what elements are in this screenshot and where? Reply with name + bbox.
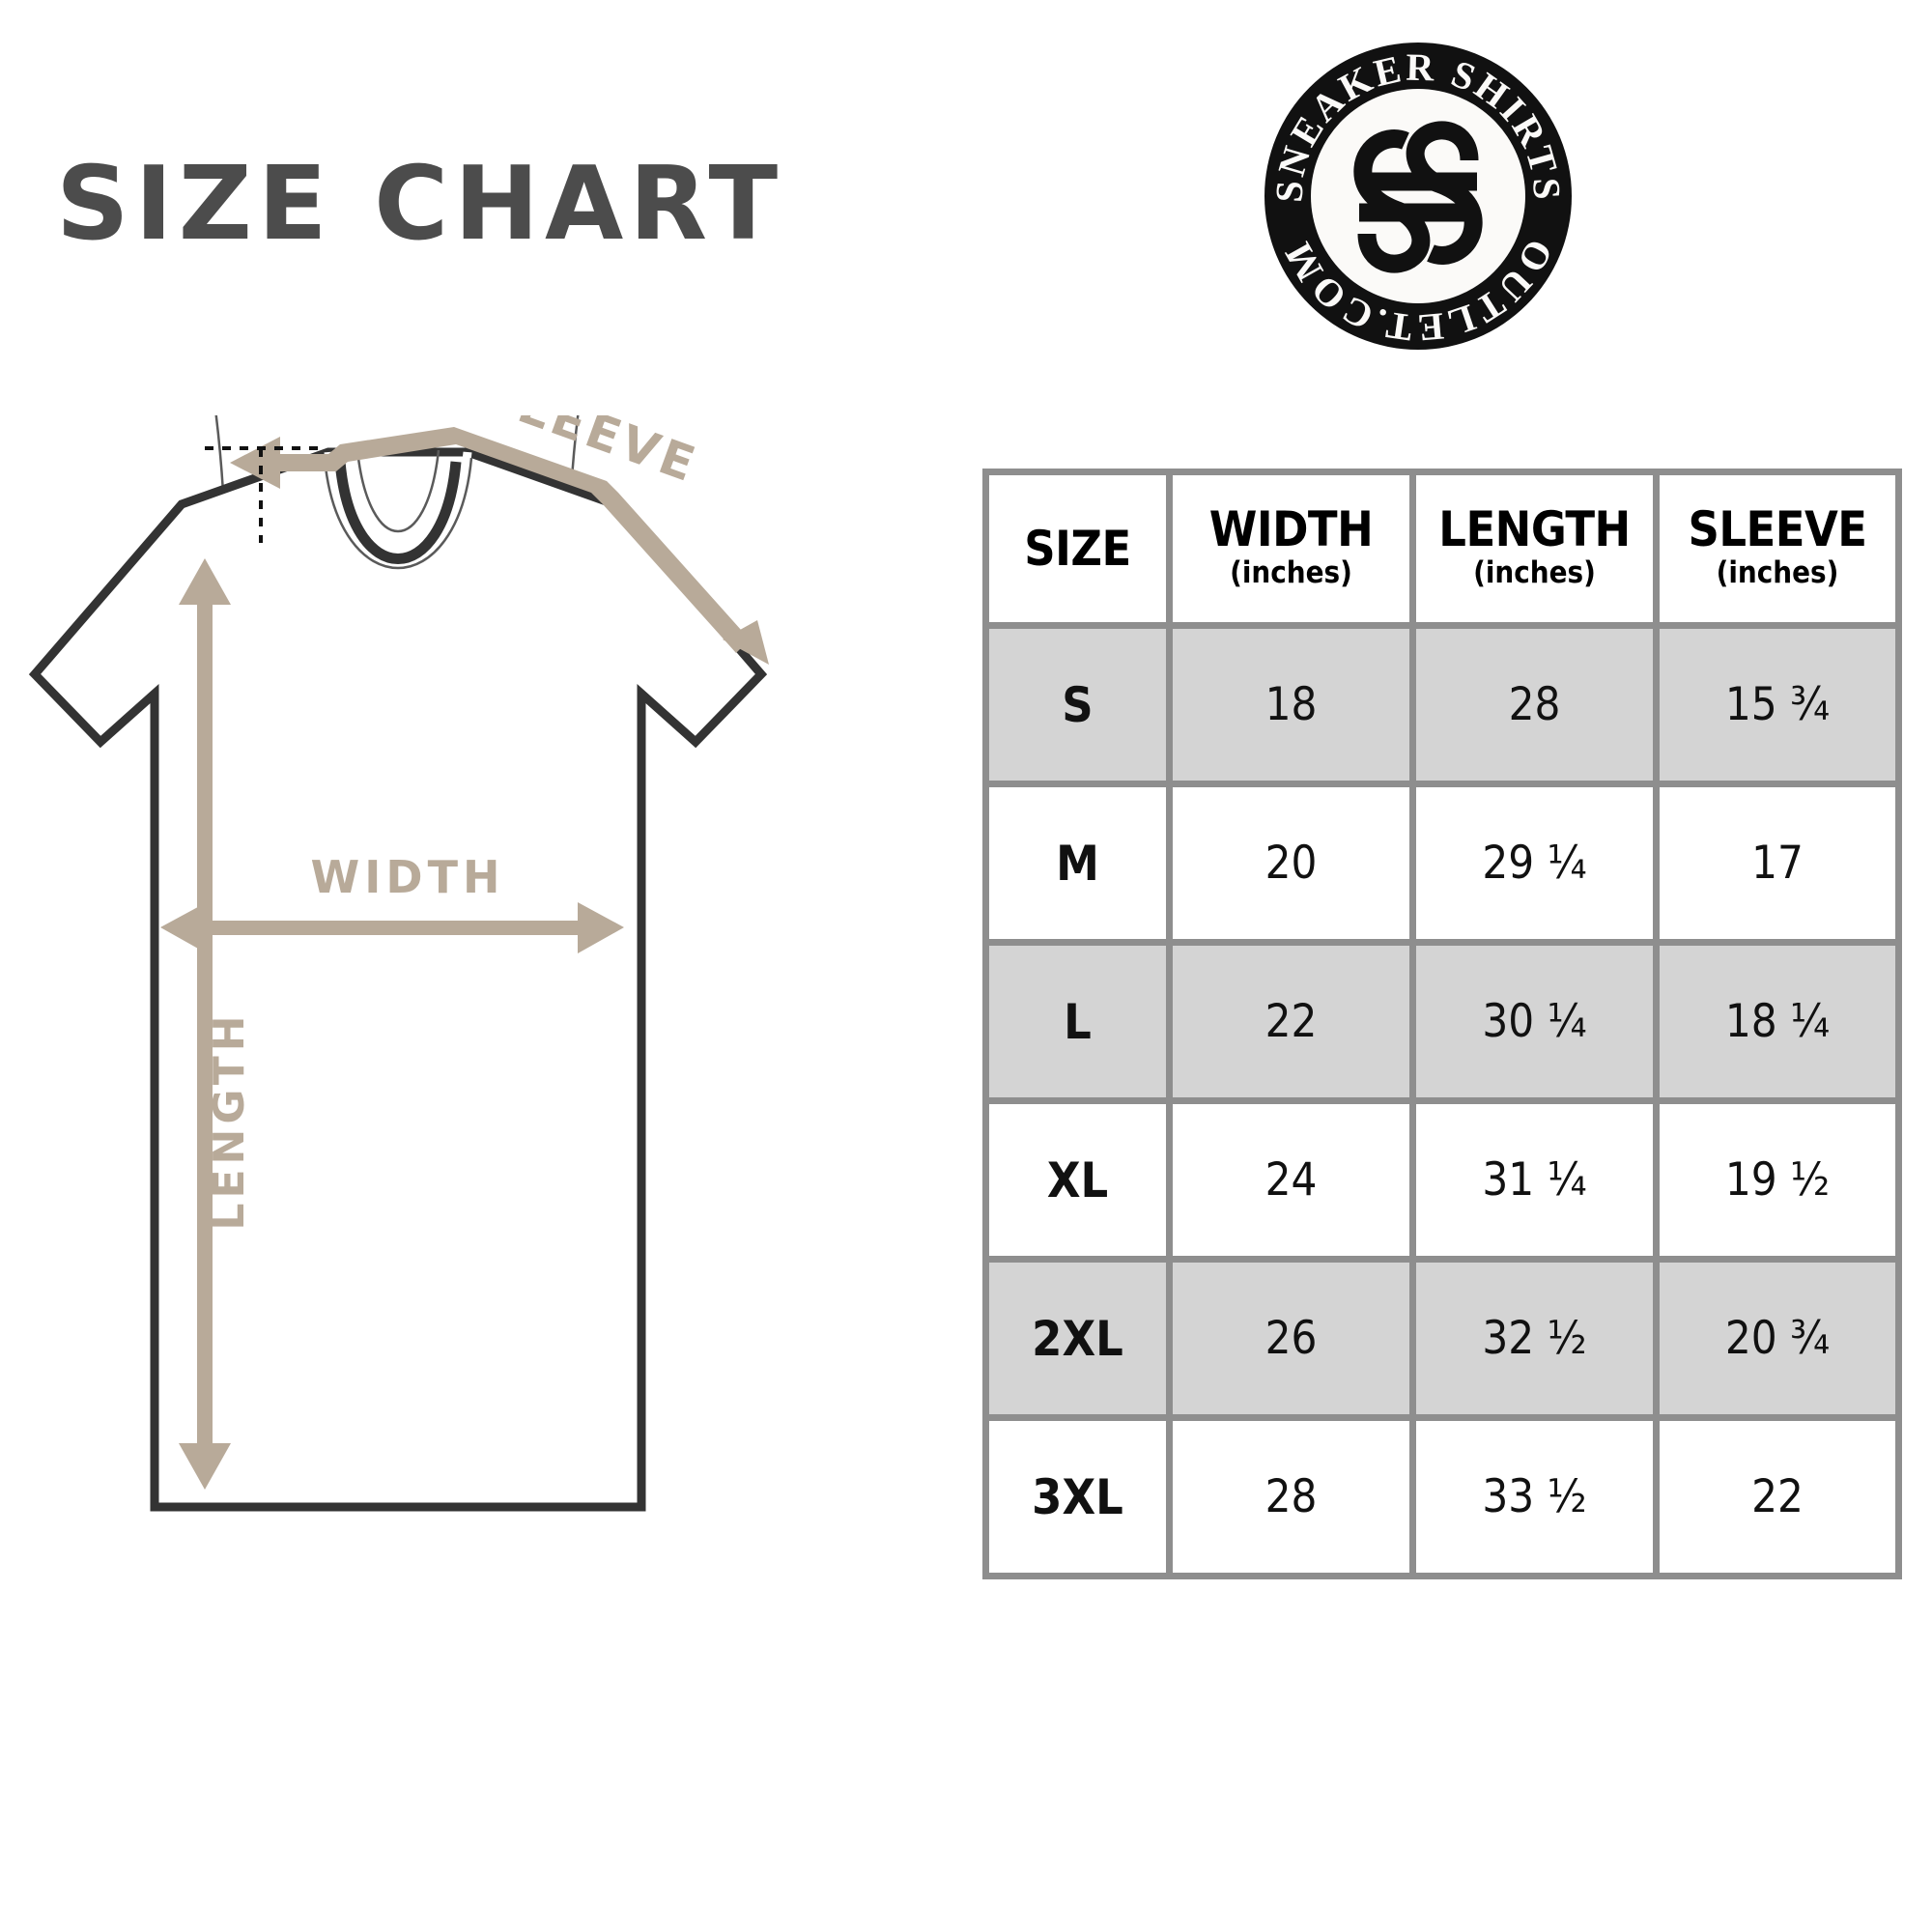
cell-sleeve: 19 ½ [1653,1097,1902,1263]
cell-width: 20 [1166,781,1416,946]
cell-width: 28 [1166,1414,1416,1579]
cell-sleeve: 15 ¾ [1653,622,1902,787]
column-header-size: SIZE [982,469,1173,629]
column-header-sleeve-unit: (inches) [1716,555,1839,591]
column-header-length-unit: (inches) [1473,555,1596,591]
cell-sleeve: 18 ¼ [1653,939,1902,1104]
column-header-sleeve-main: SLEEVE [1688,501,1867,558]
table-row: M 20 29 ¼ 17 [982,781,1902,946]
cell-width: 26 [1166,1256,1416,1421]
cell-width: 22 [1166,939,1416,1104]
sneaker-shirts-outlet-logo: SNEAKER SHIRTS OUTLET.COM [1259,37,1577,355]
cell-length: 32 ½ [1409,1256,1660,1421]
cell-size: XL [982,1097,1173,1263]
cell-width: 18 [1166,622,1416,787]
column-header-length: LENGTH (inches) [1409,469,1660,629]
column-header-length-main: LENGTH [1438,501,1631,558]
cell-size: M [982,781,1173,946]
cell-sleeve: 20 ¾ [1653,1256,1902,1421]
column-header-size-main: SIZE [1024,520,1131,577]
table-row: L 22 30 ¼ 18 ¼ [982,939,1902,1104]
cell-length: 28 [1409,622,1660,787]
cell-size: L [982,939,1173,1104]
cell-length: 31 ¼ [1409,1097,1660,1263]
cell-width: 24 [1166,1097,1416,1263]
cell-length: 33 ½ [1409,1414,1660,1579]
cell-size: S [982,622,1173,787]
cell-size: 2XL [982,1256,1173,1421]
column-header-sleeve: SLEEVE (inches) [1653,469,1902,629]
logo-monogram-icon [1353,121,1483,273]
length-label: LENGTH [205,1010,254,1230]
column-header-width-main: WIDTH [1208,501,1374,558]
table-row: 3XL 28 33 ½ 22 [982,1414,1902,1579]
cell-length: 30 ¼ [1409,939,1660,1104]
width-label: WIDTH [311,851,505,903]
column-header-width: WIDTH (inches) [1166,469,1416,629]
table-row: S 18 28 15 ¾ [982,622,1902,787]
size-chart-table: SIZE WIDTH (inches) LENGTH (inches) SLEE… [982,469,1902,1579]
tshirt-measurement-diagram: WIDTH LENGTH SLEEVE [0,332,966,1575]
page-title: SIZE CHART [56,145,784,263]
length-arrow-icon [179,558,231,1490]
column-header-width-unit: (inches) [1230,555,1352,591]
table-row: 2XL 26 32 ½ 20 ¾ [982,1256,1902,1421]
cell-size: 3XL [982,1414,1173,1579]
width-arrow-icon [160,902,624,953]
cell-sleeve: 17 [1653,781,1902,946]
measurement-arrows [160,427,769,1490]
cell-length: 29 ¼ [1409,781,1660,946]
table-row: XL 24 31 ¼ 19 ½ [982,1097,1902,1263]
sleeve-arrow-icon [230,427,769,665]
table-header-row: SIZE WIDTH (inches) LENGTH (inches) SLEE… [982,469,1902,629]
cell-sleeve: 22 [1653,1414,1902,1579]
